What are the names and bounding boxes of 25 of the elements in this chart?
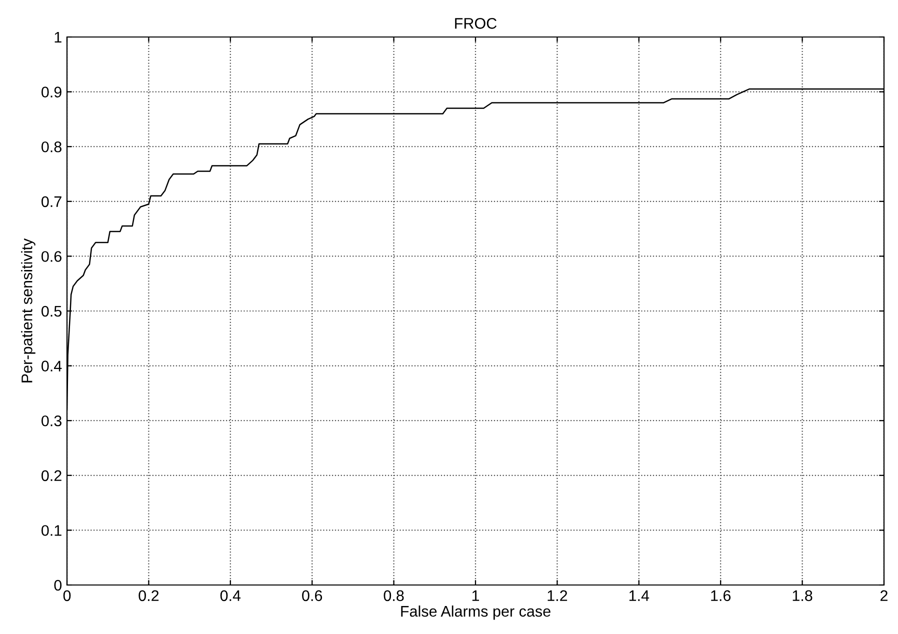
x-tick-label: 0.6 [302,590,322,602]
y-tick-label: 0.6 [42,251,62,262]
x-tick-label: 1.2 [548,590,568,601]
x-tick-label: 1.4 [629,590,650,601]
y-tick-label: 0.3 [42,415,62,426]
x-axis-title: False Alarms per case [401,605,550,620]
x-tick-label: 0 [63,590,71,602]
x-tick-label: 0.4 [220,590,241,602]
chart-title: FROC [455,18,497,29]
y-tick-label: 0.1 [42,525,62,536]
x-tick-label: 1.6 [711,590,731,602]
x-tick-label: 1.8 [792,590,812,602]
y-tick-label: 0 [54,580,62,591]
y-tick-label: 0.5 [42,306,62,317]
y-tick-label: 0.9 [42,86,62,98]
y-tick-label: 1 [54,32,62,43]
y-tick-label: 0.7 [42,196,62,208]
y-tick-label: 0.2 [42,470,62,482]
y-tick-label: 0.4 [42,360,62,372]
x-tick-label: 2 [880,590,888,601]
x-tick-label: 0.2 [138,590,159,602]
x-tick-label: 1 [472,590,480,601]
x-tick-label: 0.8 [384,590,404,602]
y-tick-label: 0.8 [42,141,62,152]
y-axis-title: Per-patient sensitivity [21,238,36,382]
